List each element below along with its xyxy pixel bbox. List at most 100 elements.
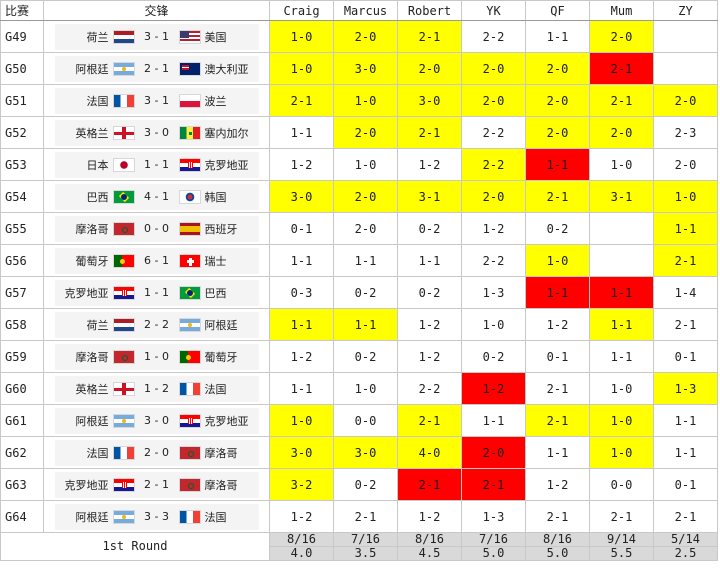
prediction-cell: 1-0 <box>653 180 718 213</box>
prediction-cell <box>589 212 654 245</box>
netherlands-flag-icon <box>112 29 135 44</box>
match-row: G51 法国 3 - 1 波兰 2-1 1-0 3-0 2-0 2-0 2-1 2-0 <box>0 84 718 117</box>
match-cell: 葡萄牙 6 - 1 瑞士 <box>43 244 270 277</box>
match-card: 克罗地亚 1 - 1 巴西 <box>54 279 259 306</box>
prediction-cell: 1-2 <box>461 372 526 405</box>
prediction-cell: 0-2 <box>333 468 398 501</box>
home-team: 荷兰 <box>86 318 109 332</box>
prediction-cell: 3-0 <box>269 436 334 469</box>
header-teams: 交锋 <box>43 0 270 21</box>
summary-ratio: 8/16 <box>525 532 590 547</box>
prediction-cell: 2-1 <box>653 244 718 277</box>
prediction-cell: 1-1 <box>589 276 654 309</box>
prediction-cell: 2-2 <box>461 148 526 181</box>
home-team: 克罗地亚 <box>64 286 109 300</box>
prediction-cell: 0-2 <box>461 340 526 373</box>
home-team: 英格兰 <box>75 126 109 140</box>
summary-points: 4.5 <box>397 546 462 561</box>
japan-flag-icon <box>112 157 135 172</box>
prediction-cell: 1-1 <box>653 404 718 437</box>
prediction-cell: 1-2 <box>397 148 462 181</box>
prediction-cell: 1-0 <box>269 404 334 437</box>
away-team: 摩洛哥 <box>204 478 238 492</box>
prediction-cell <box>653 20 718 53</box>
away-team: 塞内加尔 <box>204 126 249 140</box>
summary-ratio: 7/16 <box>333 532 398 547</box>
prediction-cell: 1-0 <box>525 244 590 277</box>
match-row: G61 阿根廷 3 - 0 克罗地亚 1-0 0-0 2-1 1-1 2-1 1-0 1-1 <box>0 404 718 437</box>
prediction-cell: 2-2 <box>397 372 462 405</box>
prediction-cell: 1-1 <box>653 436 718 469</box>
match-id: G57 <box>0 276 44 309</box>
match-cell: 法国 2 - 0 摩洛哥 <box>43 436 270 469</box>
away-team: 克罗地亚 <box>204 414 249 428</box>
prediction-cell: 1-1 <box>589 340 654 373</box>
prediction-cell: 1-2 <box>397 340 462 373</box>
match-cell: 摩洛哥 0 - 0 西班牙 <box>43 212 270 245</box>
prediction-cell: 1-1 <box>525 436 590 469</box>
prediction-cell: 1-2 <box>525 308 590 341</box>
match-row: G56 葡萄牙 6 - 1 瑞士 1-1 1-1 1-1 2-2 1-0 2-1 <box>0 244 718 277</box>
match-cell: 阿根廷 3 - 0 克罗地亚 <box>43 404 270 437</box>
match-id: G55 <box>0 212 44 245</box>
croatia-flag-icon <box>178 157 201 172</box>
home-team: 葡萄牙 <box>75 254 109 268</box>
prediction-cell: 1-0 <box>333 148 398 181</box>
away-team: 瑞士 <box>204 254 227 268</box>
match-row: G49 荷兰 3 - 1 美国 1-0 2-0 2-1 2-2 1-1 2-0 <box>0 20 718 53</box>
prediction-cell: 1-0 <box>589 372 654 405</box>
prediction-cell: 1-1 <box>269 244 334 277</box>
brazil-flag-icon <box>178 285 201 300</box>
prediction-cell: 2-0 <box>333 180 398 213</box>
match-score: 2 - 1 <box>144 478 169 491</box>
summary-ratio: 7/16 <box>461 532 526 547</box>
match-score: 1 - 1 <box>144 286 169 299</box>
prediction-cell: 2-3 <box>653 116 718 149</box>
prediction-cell <box>589 244 654 277</box>
prediction-cell: 0-2 <box>525 212 590 245</box>
match-card: 阿根廷 3 - 0 克罗地亚 <box>54 407 259 434</box>
match-cell: 法国 3 - 1 波兰 <box>43 84 270 117</box>
prediction-cell: 2-1 <box>397 20 462 53</box>
summary-points: 5.0 <box>525 546 590 561</box>
match-card: 摩洛哥 1 - 0 葡萄牙 <box>54 343 259 370</box>
prediction-cell: 2-1 <box>397 404 462 437</box>
prediction-cell: 2-0 <box>461 84 526 117</box>
france-flag-icon <box>112 93 135 108</box>
match-card: 阿根廷 3 - 3 法国 <box>54 503 259 530</box>
prediction-cell: 1-2 <box>397 500 462 533</box>
match-cell: 巴西 4 - 1 韩国 <box>43 180 270 213</box>
header-player-robert: Robert <box>397 0 462 21</box>
summary-ratio: 9/14 <box>589 532 654 547</box>
prediction-cell: 0-1 <box>525 340 590 373</box>
match-card: 英格兰 1 - 2 法国 <box>54 375 259 402</box>
summary-points: 5.0 <box>461 546 526 561</box>
header-player-yk: YK <box>461 0 526 21</box>
summary-points: 5.5 <box>589 546 654 561</box>
argentina-flag-icon <box>112 509 135 524</box>
match-card: 法国 2 - 0 摩洛哥 <box>54 439 259 466</box>
match-id: G50 <box>0 52 44 85</box>
match-score: 2 - 1 <box>144 62 169 75</box>
match-score: 2 - 2 <box>144 318 169 331</box>
header-match: 比赛 <box>0 0 44 21</box>
home-team: 阿根廷 <box>75 414 109 428</box>
home-team: 英格兰 <box>75 382 109 396</box>
usa-flag-icon <box>178 29 201 44</box>
prediction-cell: 2-2 <box>461 116 526 149</box>
france-flag-icon <box>178 509 201 524</box>
morocco-flag-icon <box>178 445 201 460</box>
england-flag-icon <box>112 381 135 396</box>
prediction-cell: 1-2 <box>397 308 462 341</box>
prediction-cell: 1-3 <box>653 372 718 405</box>
match-card: 巴西 4 - 1 韩国 <box>54 183 259 210</box>
prediction-cell: 0-2 <box>333 276 398 309</box>
match-card: 英格兰 3 - 0 塞内加尔 <box>54 119 259 146</box>
prediction-cell: 1-0 <box>333 84 398 117</box>
prediction-cell: 1-1 <box>269 116 334 149</box>
home-team: 阿根廷 <box>75 62 109 76</box>
match-row: G63 克罗地亚 2 - 1 摩洛哥 3-2 0-2 2-1 2-1 1-2 0-0 0-1 <box>0 468 718 501</box>
brazil-flag-icon <box>112 189 135 204</box>
prediction-cell: 1-2 <box>525 468 590 501</box>
prediction-cell: 1-0 <box>589 404 654 437</box>
